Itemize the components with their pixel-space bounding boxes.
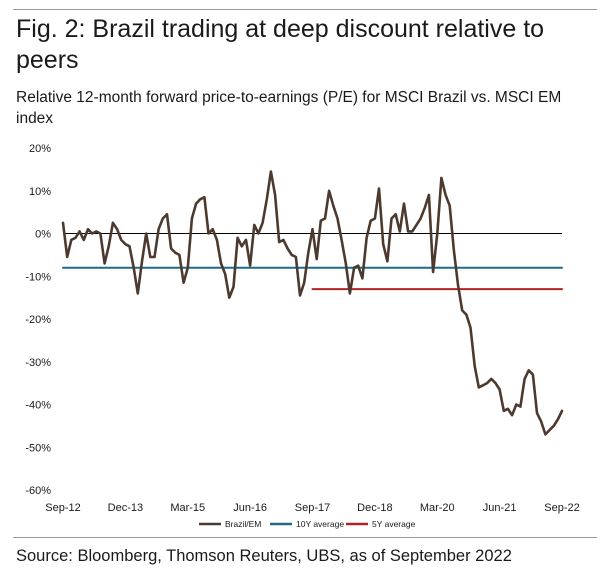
x-tick-label: Jun-21 — [483, 502, 517, 514]
y-tick-label: -50% — [25, 442, 51, 454]
series-lines — [61, 170, 564, 436]
x-tick-label: Dec-18 — [357, 502, 392, 514]
x-tick-label: Sep-12 — [45, 502, 80, 514]
source-note: Source: Bloomberg, Thomson Reuters, UBS,… — [16, 547, 512, 565]
chart-subtitle: Relative 12-month forward price-to-earni… — [16, 89, 562, 127]
x-tick-label: Sep-17 — [295, 502, 330, 514]
y-tick-label: -40% — [25, 400, 51, 412]
y-tick-label: -20% — [25, 314, 51, 326]
y-axis-labels: 20% 10% 0% -10% -20% -30% -40% -50% -60% — [25, 143, 51, 497]
x-tick-label: Sep-22 — [544, 502, 579, 514]
bottom-rule — [13, 537, 597, 538]
x-tick-label: Dec-13 — [108, 502, 143, 514]
chart-legend: Brazil/EM 10Y average 5Y average — [199, 519, 416, 529]
chart-title: Fig. 2: Brazil trading at deep discount … — [16, 15, 545, 74]
y-tick-label: -10% — [25, 271, 51, 283]
legend-label: 10Y average — [296, 519, 344, 529]
legend-label: Brazil/EM — [225, 519, 261, 529]
x-axis-labels: Sep-12 Dec-13 Mar-15 Jun-16 Sep-17 Dec-18 Mar-… — [45, 502, 579, 514]
y-tick-label: -60% — [25, 485, 51, 497]
x-tick-label: Mar-15 — [170, 502, 205, 514]
legend-label: 5Y average — [372, 519, 416, 529]
legend-brazil-em: Brazil/EM — [199, 519, 261, 529]
brazil-em-line — [61, 170, 564, 436]
y-tick-label: 20% — [29, 143, 51, 155]
x-tick-label: Jun-16 — [233, 502, 267, 514]
line-chart: 20% 10% 0% -10% -20% -30% -40% -50% -60% Sep-12 D… — [25, 143, 579, 529]
legend-10y-average: 10Y average — [270, 519, 344, 529]
legend-5y-average: 5Y average — [346, 519, 416, 529]
y-tick-label: -30% — [25, 357, 51, 369]
y-tick-label: 10% — [29, 186, 51, 198]
top-rule — [13, 9, 597, 10]
x-tick-label: Mar-20 — [420, 502, 455, 514]
y-tick-label: 0% — [35, 229, 51, 241]
